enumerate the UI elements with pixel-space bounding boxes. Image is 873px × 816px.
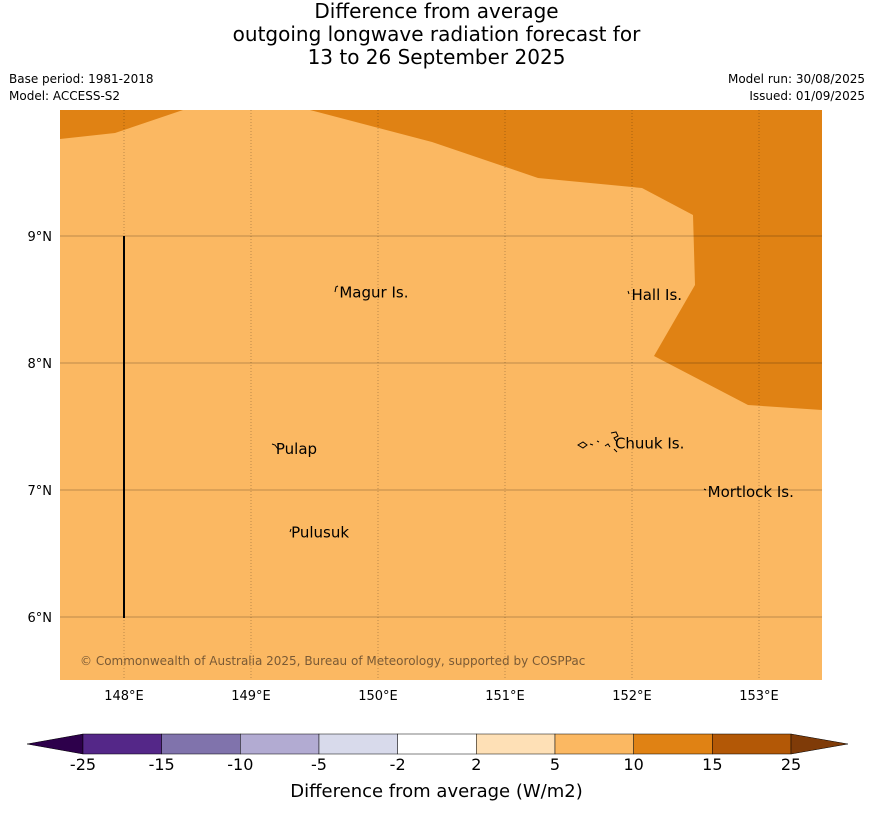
- lon-tick-label: 153°E: [739, 689, 779, 704]
- colorbar-segment: [397, 733, 477, 755]
- colorbar-tick-label: 5: [549, 755, 561, 774]
- colorbar-tick-label: -10: [227, 755, 254, 774]
- colorbar-segment: [240, 733, 320, 755]
- model-name: Model: ACCESS-S2: [9, 89, 121, 103]
- colorbar-label: Difference from average (W/m2): [290, 781, 583, 802]
- magur-island-shape: [334, 285, 339, 293]
- colorbar: [26, 733, 849, 755]
- lon-tick-label: 150°E: [358, 689, 398, 704]
- place-label: Mortlock Is.: [708, 483, 794, 501]
- map-credit: © Commonwealth of Australia 2025, Bureau…: [80, 654, 585, 668]
- colorbar-segment: [161, 733, 241, 755]
- colorbar-tick-label: -2: [389, 755, 406, 774]
- map-panel: Magur Is. Hall Is. Pulap Chuuk Is. Mortlock …: [60, 110, 822, 680]
- lat-tick-label: 7°N: [28, 484, 53, 499]
- colorbar-extend-low: [26, 733, 84, 755]
- place-label: Chuuk Is.: [615, 435, 684, 453]
- place-label: Hall Is.: [631, 286, 682, 304]
- meta-left: Base period: 1981-2018 Model: ACCESS-S2: [9, 71, 154, 105]
- meta-right: Model run: 30/08/2025 Issued: 01/09/2025: [728, 71, 865, 105]
- lon-tick-label: 152°E: [612, 689, 652, 704]
- chart-title: Difference from average outgoing longwav…: [0, 0, 873, 69]
- base-period: Base period: 1981-2018: [9, 72, 154, 86]
- place-label: Magur Is.: [339, 284, 408, 302]
- colorbar-segment: [712, 733, 792, 755]
- place-label: Pulap: [276, 440, 317, 458]
- colorbar-extend-high: [790, 733, 849, 755]
- axis-labels: 148°E 149°E 150°E 151°E 152°E 153°E 9°N 8°N 7°N 6…: [28, 230, 779, 704]
- lon-tick-label: 149°E: [231, 689, 271, 704]
- colorbar-tick-label: -25: [69, 755, 97, 774]
- chuuk-island-shape: [577, 431, 619, 453]
- colorbar-segment: [476, 733, 556, 755]
- lon-tick-label: 148°E: [104, 689, 144, 704]
- pulap-island-shape: [271, 443, 279, 450]
- lat-tick-label: 6°N: [28, 611, 53, 626]
- anomaly-region-10-15-east: [310, 110, 822, 410]
- colorbar-tick-label: -15: [148, 755, 175, 774]
- place-labels: Magur Is. Hall Is. Pulap Chuuk Is. Mortlock …: [276, 284, 794, 542]
- model-run: Model run: 30/08/2025: [727, 72, 865, 86]
- pulusuk-island-shape: [289, 528, 292, 533]
- title-line-3: 13 to 26 September 2025: [307, 45, 566, 69]
- issued-date: Issued: 01/09/2025: [749, 89, 865, 103]
- colorbar-tick-label: 2: [471, 755, 482, 774]
- title-line-1: Difference from average: [314, 0, 559, 23]
- lon-tick-label: 151°E: [485, 689, 525, 704]
- colorbar-segment: [554, 733, 634, 755]
- island-shapes: [271, 285, 707, 533]
- colorbar-tick-label: -5: [311, 755, 327, 774]
- colorbar-tick-label: 10: [623, 755, 644, 774]
- place-label: Pulusuk: [291, 524, 349, 542]
- title-line-2: outgoing longwave radiation forecast for: [232, 22, 641, 46]
- lat-tick-label: 9°N: [28, 230, 53, 245]
- colorbar-tick-label: 25: [780, 755, 802, 774]
- colorbar-tick-label: 15: [702, 755, 723, 774]
- anomaly-region-10-15-west: [60, 110, 183, 139]
- colorbar-segment: [633, 733, 713, 755]
- colorbar-ticks: -25 -15 -10 -5 -2 2 5 10 15 25: [0, 755, 873, 777]
- colorbar-segment: [82, 733, 162, 755]
- hall-island-shape: [627, 290, 630, 295]
- lat-tick-label: 8°N: [28, 357, 53, 372]
- mortlock-island-shape: [703, 488, 707, 491]
- colorbar-segment: [318, 733, 398, 755]
- graticule: [60, 110, 822, 680]
